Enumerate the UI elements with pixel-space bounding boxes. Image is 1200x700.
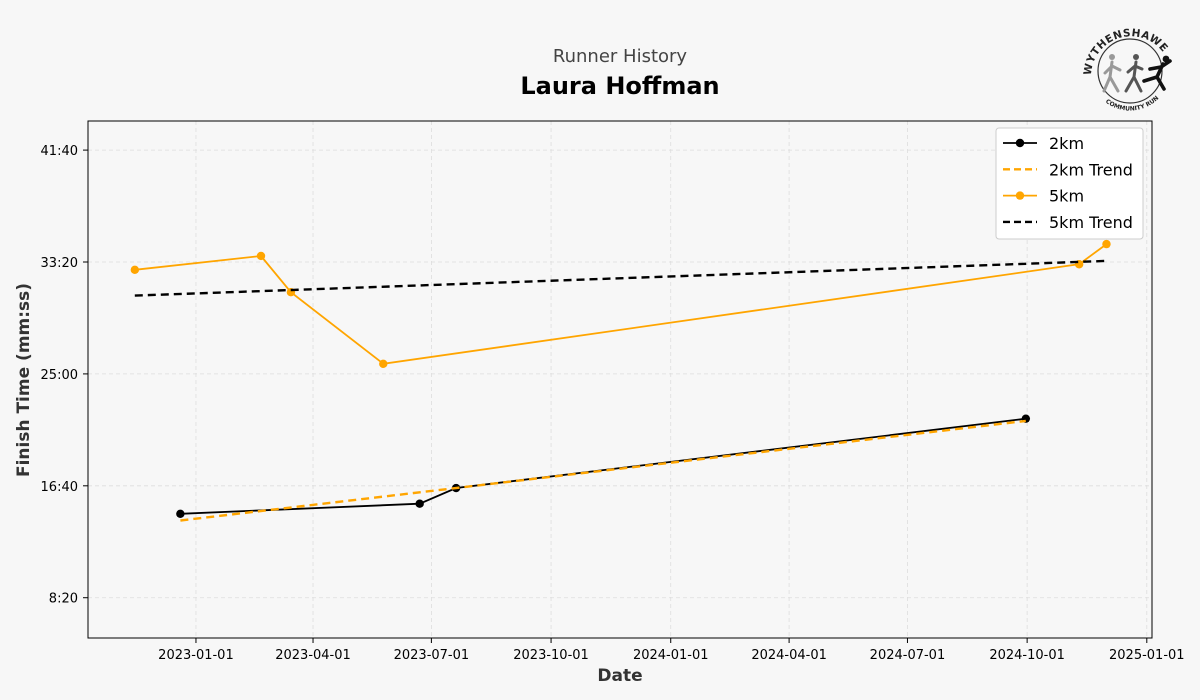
series-5km-trend: [134, 259, 1107, 297]
x-tick-label: 2023-04-01: [275, 648, 351, 663]
x-tick-label: 2024-07-01: [870, 648, 946, 663]
y-tick-label: 16:40: [41, 480, 78, 495]
x-tick-label: 2024-10-01: [989, 648, 1065, 663]
tick-layer: 2023-01-01 2023-04-01 2023-07-01 2023-10-01…: [41, 144, 1185, 663]
y-axis-title: Finish Time (mm:ss): [14, 283, 34, 477]
plot-frame: [87, 120, 1153, 639]
trend-line: [180, 419, 1026, 522]
legend-item: 5km Trend: [1003, 213, 1133, 232]
legend-label: 5km: [1049, 187, 1084, 206]
data-point: [130, 265, 140, 275]
data-point: [379, 359, 388, 369]
grid: [88, 121, 1152, 638]
legend-marker: [1015, 191, 1025, 200]
legend: 2km 2km Trend 5km 5km Trend: [995, 127, 1144, 240]
data-point: [176, 509, 185, 518]
data-point: [256, 251, 266, 261]
chart-subtitle: Runner History: [552, 46, 688, 67]
legend-item: 5km: [1003, 187, 1084, 206]
y-tick-label: 25:00: [41, 368, 78, 383]
data-point: [415, 499, 424, 508]
y-tick-label: 8:20: [49, 592, 78, 607]
runner-icon-black: [1142, 55, 1172, 91]
legend-item: 2km: [1003, 134, 1084, 153]
runner-icon-grey: [1102, 54, 1122, 93]
series-2km: [176, 414, 1031, 518]
x-tick-label: 2023-07-01: [394, 648, 470, 663]
x-tick-label: 2023-01-01: [158, 648, 234, 663]
series-layer: [130, 239, 1111, 522]
y-tick-label: 33:20: [41, 256, 78, 271]
x-tick-label: 2024-04-01: [751, 648, 827, 663]
x-tick-label: 2023-10-01: [513, 648, 589, 663]
legend-item: 2km Trend: [1003, 160, 1133, 179]
legend-label: 2km: [1049, 134, 1084, 153]
legend-frame: [995, 127, 1144, 240]
trend-line: [134, 259, 1107, 297]
legend-marker: [1015, 138, 1025, 148]
legend-label: 2km Trend: [1049, 160, 1133, 179]
series-5km: [130, 239, 1111, 369]
legend-label: 5km Trend: [1049, 213, 1133, 232]
x-tick-label: 2025-01-01: [1109, 648, 1185, 663]
runner-icon-dark: [1124, 54, 1144, 93]
y-tick-label: 41:40: [41, 144, 78, 159]
x-tick-label: 2024-01-01: [633, 648, 709, 663]
logo: WYTHENSHAWE COMMUNITY RUN: [1082, 27, 1172, 113]
series-line: [180, 417, 1026, 515]
x-axis-title: Date: [597, 666, 642, 686]
series-2km-trend: [180, 419, 1026, 522]
chart-title: Laura Hoffman: [520, 72, 720, 100]
data-point: [1102, 239, 1111, 249]
logo-ring: [1097, 38, 1163, 104]
